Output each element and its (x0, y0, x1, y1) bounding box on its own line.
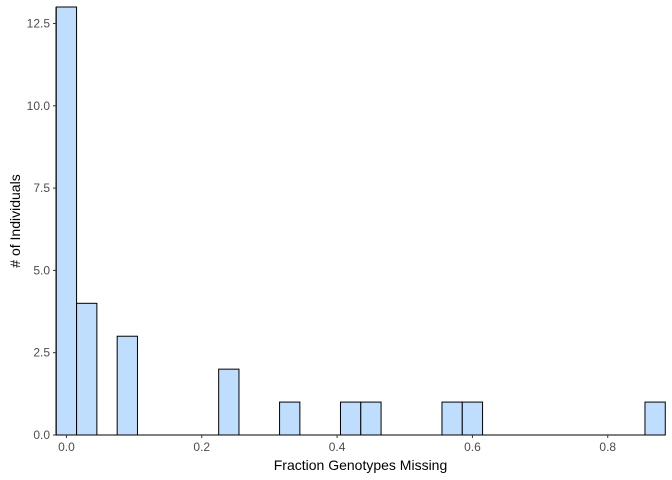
histogram-bar-8 (461, 401, 484, 436)
x-tick-label-3: 0.6 (464, 440, 481, 454)
ticks-layer: 0.0 2.5 5.0 7.5 10.0 12.5 0.0 0.2 0.4 0.6 0.8 (27, 16, 617, 454)
x-tick-label-1: 0.2 (193, 440, 210, 454)
x-tick-label-2: 0.4 (329, 440, 346, 454)
histogram-bar-6 (360, 401, 382, 436)
y-tick-label-0: 0.0 (33, 428, 50, 442)
y-tick-label-1: 2.5 (33, 346, 50, 360)
x-axis-title: Fraction Genotypes Missing (274, 457, 448, 473)
histogram-bar-3 (218, 368, 240, 436)
histogram-bar-9 (644, 401, 666, 436)
histogram-bar-2 (116, 335, 138, 436)
bars-layer (55, 6, 666, 436)
histogram-bar-1 (76, 302, 98, 436)
y-tick-label-4: 10.0 (27, 99, 51, 113)
histogram-bar-4 (279, 401, 301, 436)
x-tick-label-0: 0.0 (58, 440, 75, 454)
histogram-bar-7 (441, 401, 463, 436)
y-tick-label-3: 7.5 (33, 181, 50, 195)
histogram-bar-0 (55, 6, 78, 436)
axes-layer (55, 7, 665, 436)
y-tick-label-2: 5.0 (33, 263, 50, 277)
histogram-bar-5 (339, 401, 362, 436)
y-tick-label-5: 12.5 (27, 16, 51, 30)
y-axis-title: # of Individuals (7, 174, 23, 267)
x-tick-label-4: 0.8 (599, 440, 616, 454)
